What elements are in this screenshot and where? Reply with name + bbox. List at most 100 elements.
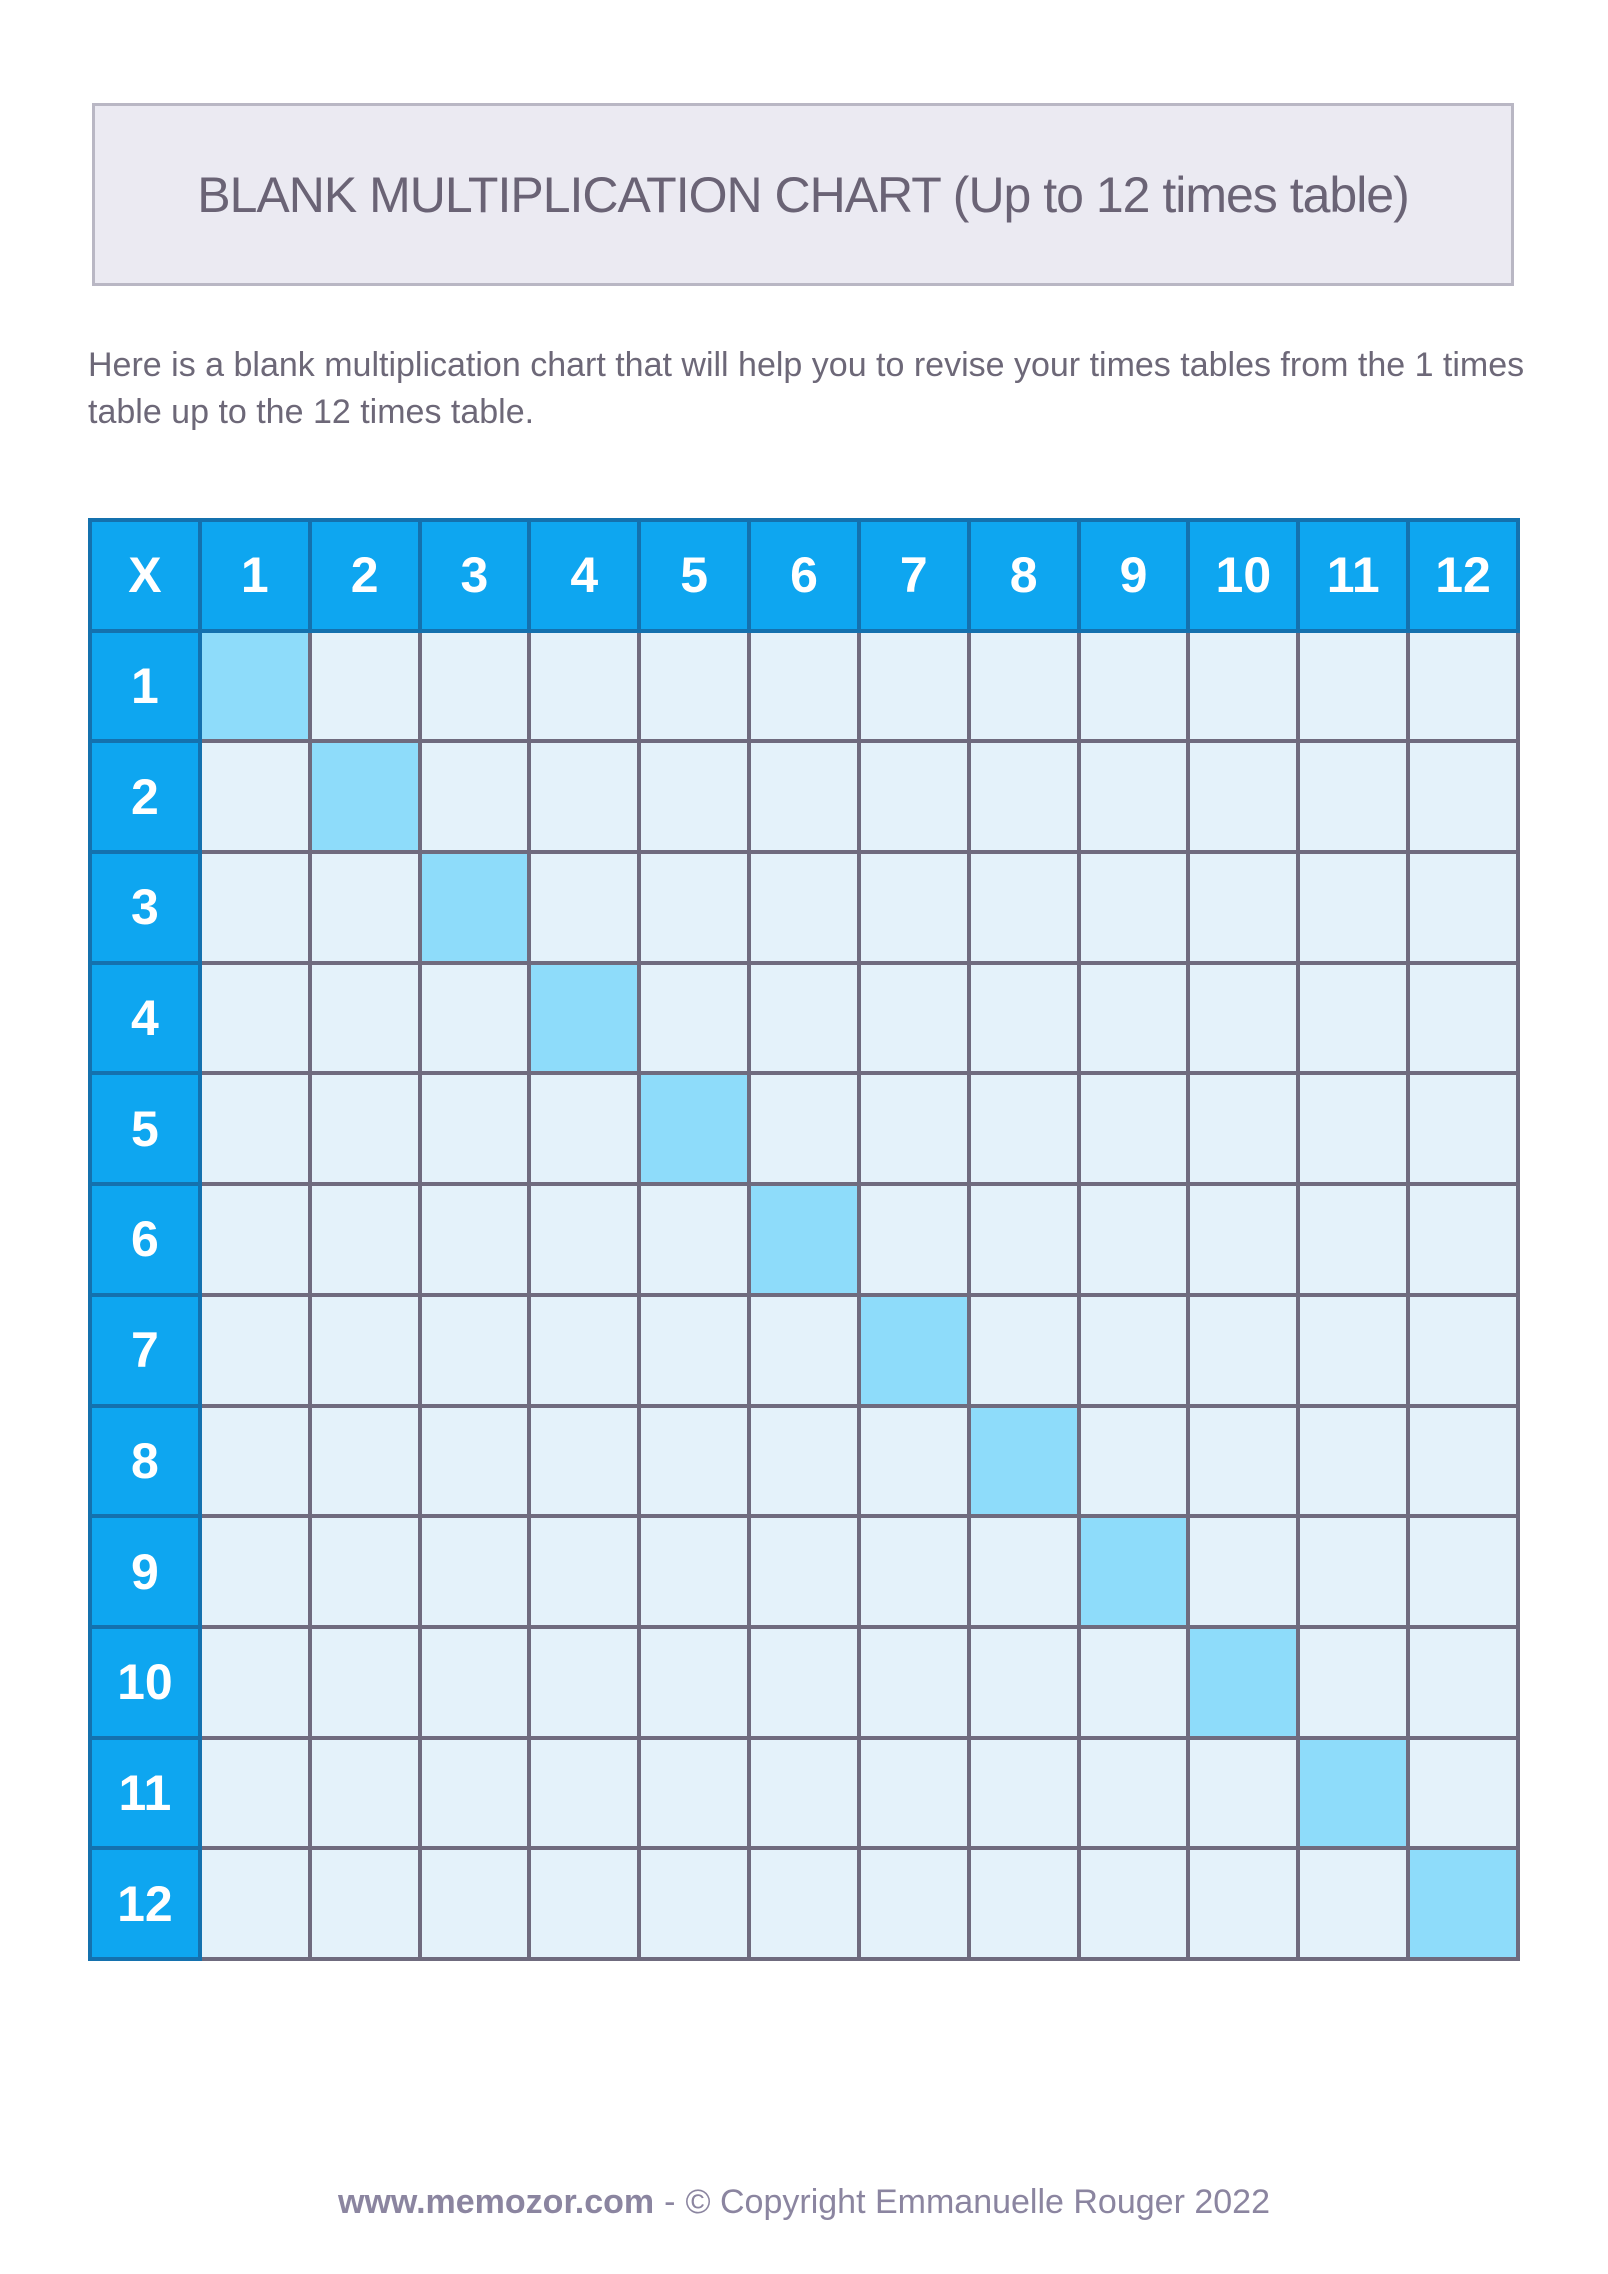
header-row: X 1 2 3 4 5 6 7 8 9 10 11 12 [88, 518, 1520, 633]
grid-cell-9x5 [637, 1514, 752, 1629]
grid-cell-4x5 [637, 960, 752, 1076]
grid-cell-7x5 [637, 1292, 752, 1408]
grid-cell-8x12 [1406, 1403, 1520, 1519]
table-row-6: 6 [88, 1182, 1520, 1297]
footer: www.memozor.com - © Copyright Emmanuelle R… [0, 2183, 1608, 2222]
grid-cell-5x9 [1076, 1071, 1191, 1187]
page-title: BLANK MULTIPLICATION CHART (Up to 12 tim… [197, 166, 1410, 223]
grid-cell-9x4 [527, 1514, 642, 1629]
grid-cell-12x2 [307, 1846, 422, 1961]
grid-cell-6x12 [1406, 1182, 1520, 1297]
grid-cell-3x8 [966, 850, 1081, 965]
grid-cell-2x1 [197, 739, 312, 855]
grid-cell-12x6 [747, 1846, 861, 1961]
table-row-1: 1 [88, 628, 1520, 744]
grid-cell-6x5 [637, 1182, 752, 1297]
corner-cell: X [88, 518, 202, 633]
grid-cell-6x7 [856, 1182, 971, 1297]
grid-cell-12x12 [1406, 1846, 1520, 1961]
grid-cell-6x4 [527, 1182, 642, 1297]
table-row-2: 2 [88, 739, 1520, 855]
grid-cell-5x3 [417, 1071, 532, 1187]
grid-cell-12x4 [527, 1846, 642, 1961]
grid-cell-4x9 [1076, 960, 1191, 1076]
grid-cell-9x10 [1186, 1514, 1301, 1629]
grid-cell-1x8 [966, 628, 1081, 744]
grid-cell-3x2 [307, 850, 422, 965]
footer-copyright: © Copyright Emmanuelle Rouger 2022 [685, 2183, 1270, 2221]
grid-cell-11x4 [527, 1735, 642, 1851]
grid-cell-5x7 [856, 1071, 971, 1187]
grid-cell-4x8 [966, 960, 1081, 1076]
grid-cell-1x11 [1296, 628, 1411, 744]
grid-cell-9x2 [307, 1514, 422, 1629]
col-header-12: 12 [1406, 518, 1520, 633]
row-header-2: 2 [88, 739, 202, 855]
grid-cell-1x9 [1076, 628, 1191, 744]
multiplication-grid-container: X 1 2 3 4 5 6 7 8 9 10 11 12 1 2 3 4 5 6 7 8 9 10 11 12 [88, 518, 1520, 1961]
grid-cell-1x1 [197, 628, 312, 744]
grid-cell-8x3 [417, 1403, 532, 1519]
grid-cell-8x9 [1076, 1403, 1191, 1519]
col-header-11: 11 [1296, 518, 1411, 633]
grid-cell-3x9 [1076, 850, 1191, 965]
grid-cell-11x8 [966, 1735, 1081, 1851]
col-header-8: 8 [966, 518, 1081, 633]
grid-cell-7x11 [1296, 1292, 1411, 1408]
grid-cell-7x6 [747, 1292, 861, 1408]
row-header-10: 10 [88, 1624, 202, 1740]
grid-cell-8x10 [1186, 1403, 1301, 1519]
grid-cell-8x2 [307, 1403, 422, 1519]
grid-cell-2x8 [966, 739, 1081, 855]
grid-cell-10x6 [747, 1624, 861, 1740]
grid-cell-8x1 [197, 1403, 312, 1519]
grid-cell-3x7 [856, 850, 971, 965]
table-row-3: 3 [88, 850, 1520, 965]
grid-cell-12x8 [966, 1846, 1081, 1961]
grid-cell-6x2 [307, 1182, 422, 1297]
footer-separator: - [664, 2183, 676, 2221]
table-row-4: 4 [88, 960, 1520, 1076]
grid-cell-3x11 [1296, 850, 1411, 965]
grid-cell-11x11 [1296, 1735, 1411, 1851]
table-row-5: 5 [88, 1071, 1520, 1187]
grid-cell-11x7 [856, 1735, 971, 1851]
footer-site-link[interactable]: www.memozor.com [338, 2183, 655, 2221]
grid-cell-9x11 [1296, 1514, 1411, 1629]
grid-cell-10x2 [307, 1624, 422, 1740]
grid-cell-8x4 [527, 1403, 642, 1519]
col-header-7: 7 [856, 518, 971, 633]
grid-cell-5x11 [1296, 1071, 1411, 1187]
grid-cell-11x6 [747, 1735, 861, 1851]
grid-cell-5x4 [527, 1071, 642, 1187]
grid-cell-6x11 [1296, 1182, 1411, 1297]
grid-cell-10x5 [637, 1624, 752, 1740]
col-header-2: 2 [307, 518, 422, 633]
grid-cell-9x6 [747, 1514, 861, 1629]
grid-cell-1x12 [1406, 628, 1520, 744]
grid-cell-7x10 [1186, 1292, 1301, 1408]
row-header-9: 9 [88, 1514, 202, 1629]
grid-cell-10x11 [1296, 1624, 1411, 1740]
grid-cell-6x3 [417, 1182, 532, 1297]
grid-cell-10x9 [1076, 1624, 1191, 1740]
grid-cell-5x6 [747, 1071, 861, 1187]
grid-cell-1x4 [527, 628, 642, 744]
grid-cell-11x10 [1186, 1735, 1301, 1851]
grid-cell-6x1 [197, 1182, 312, 1297]
grid-cell-10x7 [856, 1624, 971, 1740]
grid-cell-11x9 [1076, 1735, 1191, 1851]
grid-cell-2x4 [527, 739, 642, 855]
grid-cell-5x8 [966, 1071, 1081, 1187]
grid-cell-10x3 [417, 1624, 532, 1740]
row-header-3: 3 [88, 850, 202, 965]
row-header-1: 1 [88, 628, 202, 744]
grid-cell-9x9 [1076, 1514, 1191, 1629]
grid-cell-1x2 [307, 628, 422, 744]
grid-cell-12x1 [197, 1846, 312, 1961]
grid-cell-12x10 [1186, 1846, 1301, 1961]
grid-cell-10x8 [966, 1624, 1081, 1740]
grid-cell-12x5 [637, 1846, 752, 1961]
grid-cell-4x7 [856, 960, 971, 1076]
grid-cell-5x10 [1186, 1071, 1301, 1187]
